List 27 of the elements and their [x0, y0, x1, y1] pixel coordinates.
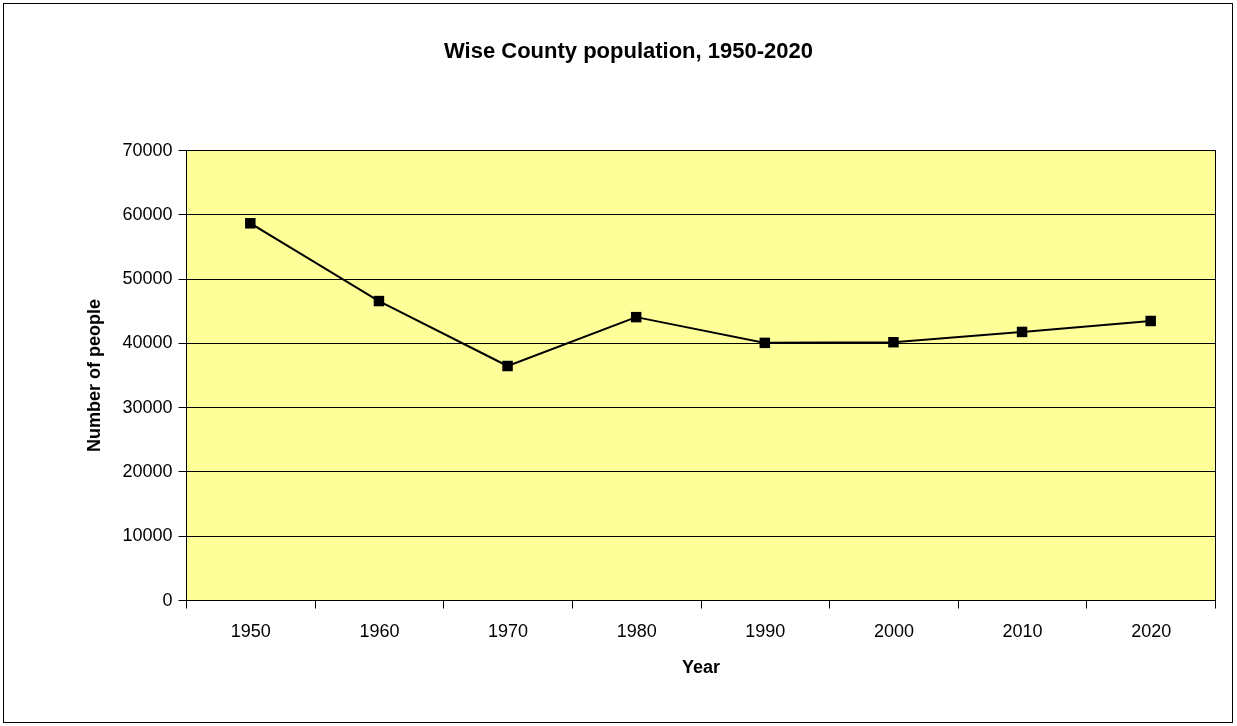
point — [630, 311, 642, 323]
y-tick-label: 30000 — [122, 396, 173, 417]
point — [888, 336, 899, 348]
y-axis-title: Number of people — [84, 298, 105, 453]
x-tick-label: 1960 — [359, 620, 400, 641]
x-tick-label: 1970 — [488, 620, 529, 641]
x-tick-label: 2010 — [1002, 620, 1043, 641]
point — [1145, 315, 1156, 327]
x-axis-title: Year — [681, 656, 721, 677]
x-tick-label: 2020 — [1131, 620, 1172, 641]
point — [245, 218, 256, 229]
point — [373, 295, 385, 307]
x-tick-label: 1980 — [616, 620, 657, 641]
y-tick-label: 40000 — [122, 332, 173, 353]
y-tick-label: 60000 — [122, 203, 173, 224]
y-tick-label: 20000 — [122, 460, 173, 481]
point — [1016, 326, 1028, 338]
y-tick-label: 10000 — [122, 525, 173, 546]
x-tick-label: 2000 — [873, 620, 914, 641]
y-tick-label: 50000 — [122, 268, 173, 289]
x-tick-label: 1990 — [745, 620, 786, 641]
chart-title: Wise County population, 1950-2020 — [444, 38, 813, 63]
point — [759, 337, 771, 349]
point — [502, 360, 513, 372]
y-tick-label: 70000 — [122, 139, 173, 160]
y-tick-label: 0 — [162, 589, 173, 610]
x-tick-label: 1950 — [230, 620, 271, 641]
